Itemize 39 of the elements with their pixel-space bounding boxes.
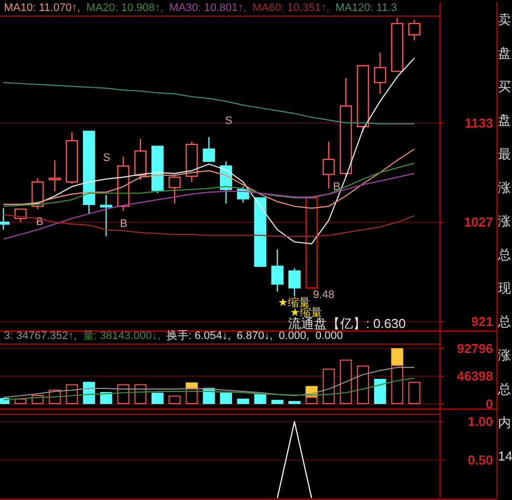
annotation: 流通盘【亿】: 0.630 [288,316,406,331]
text: 现 [498,280,511,296]
annotation: B [333,181,340,193]
y-tick-label: 0 [486,396,493,412]
text: 总 [497,314,511,330]
y-tick-label: 92796 [456,340,493,356]
annotation: S [225,115,232,127]
text: 最 [498,146,511,162]
y-tick-label: 921 [471,314,493,330]
annotation: B [120,218,128,230]
text: 盘 [498,112,511,128]
text: 买 [498,79,511,94]
annotation: 6.870↓, [236,330,273,342]
text: 总 [497,381,511,396]
text: 14 [498,448,512,464]
text: MA120: 11.3 [335,2,397,14]
y-tick-label: 1133 [464,115,493,130]
y-tick-label: 1027 [464,214,493,230]
y-tick-label: 46398 [456,368,493,384]
text: 3: 34767.352↑, [4,330,77,342]
text: 总 [497,247,511,262]
annotation: 9.48 [313,289,334,301]
y-tick-label: 0.50 [468,452,493,468]
text: MA30: 10.801↑, [169,2,246,14]
annotation: 0.000, [278,330,310,342]
text: MA20: 10.908↑, [86,2,164,14]
annotation: 换手: 6.054↓, [166,329,231,342]
text: 涨 [498,180,511,195]
text: 内 [498,414,511,430]
text: 卖 [498,12,511,27]
annotation: S [103,152,110,164]
text: MA60: 10.351↑, [252,2,330,14]
annotation: 0.000 [315,330,343,342]
y-tick-label: 1.00 [468,414,493,430]
text: 量: 38143.000↓, [82,330,160,342]
text: 涨 [498,213,511,228]
text: MA10: 11.070↑, [4,2,80,14]
text: 涨 [498,348,511,363]
text: 盘 [498,46,511,61]
